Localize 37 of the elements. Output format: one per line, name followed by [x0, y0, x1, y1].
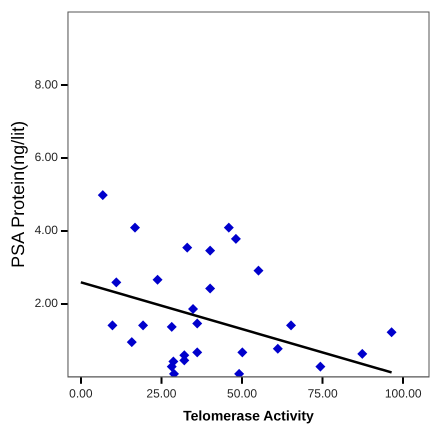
point: [169, 368, 180, 377]
y-tick-label: 4.00: [34, 223, 58, 238]
point: [188, 304, 198, 314]
point: [192, 347, 202, 358]
y-tick-label: 8.00: [34, 77, 58, 92]
x-tick-label: 50.00: [227, 386, 258, 400]
point: [152, 274, 163, 285]
x-tick-label: 25.00: [146, 386, 177, 400]
y-tick-label: 2.00: [34, 296, 58, 310]
point: [192, 318, 202, 329]
point: [126, 337, 137, 348]
x-tick-label: 75.00: [308, 386, 338, 400]
point: [237, 347, 248, 358]
point: [98, 190, 108, 200]
point: [111, 277, 122, 288]
point: [205, 246, 216, 256]
point: [253, 266, 264, 276]
x-axis-title: Telomerase Activity: [183, 407, 314, 424]
point: [386, 327, 397, 338]
point: [138, 320, 148, 330]
point: [205, 284, 216, 294]
point: [224, 222, 234, 233]
point: [234, 368, 244, 377]
point: [182, 242, 192, 253]
point: [230, 234, 241, 244]
point: [286, 320, 296, 330]
point: [357, 348, 368, 359]
y-tick-label: 6.00: [34, 150, 58, 164]
point: [130, 222, 140, 233]
point: [168, 356, 178, 366]
x-tick-label: 100.00: [384, 386, 422, 400]
point: [166, 322, 177, 332]
x-tick-label: 0.00: [69, 386, 93, 400]
point: [272, 344, 283, 354]
point: [107, 320, 118, 330]
y-axis-title: PSA Protein(ng/lit): [8, 120, 28, 268]
point: [315, 362, 326, 372]
